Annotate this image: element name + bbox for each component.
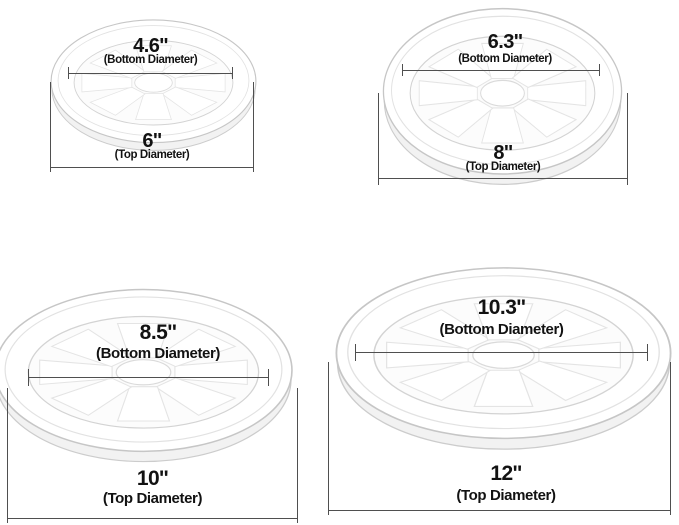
bottom-diameter-caption-12: (Bottom Diameter)	[439, 321, 564, 338]
bottom-diameter-value-6: 4.6''	[133, 35, 168, 57]
bottom-diameter-tick-right-6	[232, 67, 233, 79]
top-diameter-line-6	[50, 167, 254, 168]
bottom-diameter-tick-left-6	[68, 67, 69, 79]
bottom-diameter-line-12	[355, 352, 648, 353]
top-diameter-bracket-left-8	[378, 93, 379, 185]
top-diameter-caption-12: (Top Diameter)	[456, 487, 556, 504]
top-diameter-bracket-right-10	[297, 388, 298, 523]
top-diameter-caption-6: (Top Diameter)	[114, 149, 190, 161]
bottom-diameter-line-10	[28, 377, 269, 378]
top-diameter-bracket-right-6	[253, 82, 254, 172]
bottom-diameter-caption-6: (Bottom Diameter)	[103, 54, 198, 66]
top-diameter-caption-8: (Top Diameter)	[465, 161, 541, 173]
bottom-diameter-line-8	[402, 70, 600, 71]
top-diameter-value-8: 8''	[493, 142, 513, 164]
top-diameter-line-8	[378, 178, 628, 179]
bottom-diameter-tick-right-10	[268, 369, 269, 386]
bottom-diameter-tick-left-12	[355, 344, 356, 361]
top-diameter-caption-10: (Top Diameter)	[102, 490, 203, 507]
bottom-diameter-caption-10: (Bottom Diameter)	[95, 345, 221, 362]
bottom-diameter-tick-right-8	[599, 64, 600, 76]
top-diameter-line-10	[7, 518, 298, 519]
bottom-diameter-value-8: 6.3''	[487, 31, 523, 53]
top-diameter-bracket-left-10	[7, 388, 8, 523]
bottom-diameter-tick-left-10	[28, 369, 29, 386]
bottom-diameter-value-10: 8.5''	[139, 321, 177, 344]
top-diameter-bracket-left-6	[50, 82, 51, 172]
top-diameter-value-10: 10''	[136, 467, 169, 490]
bottom-diameter-tick-right-12	[647, 344, 648, 361]
top-diameter-line-12	[328, 510, 671, 511]
top-diameter-bracket-right-8	[627, 93, 628, 185]
bottom-diameter-tick-left-8	[402, 64, 403, 76]
top-diameter-bracket-right-12	[670, 362, 671, 515]
saucer-10-inch-image	[0, 288, 293, 463]
top-diameter-value-6: 6''	[142, 130, 162, 152]
saucer-12-inch-image	[335, 266, 672, 451]
bottom-diameter-value-12: 10.3''	[477, 296, 526, 319]
bottom-diameter-line-6	[68, 73, 233, 74]
top-diameter-bracket-left-12	[328, 362, 329, 515]
top-diameter-value-12: 12''	[490, 462, 522, 485]
bottom-diameter-caption-8: (Bottom Diameter)	[458, 53, 552, 65]
